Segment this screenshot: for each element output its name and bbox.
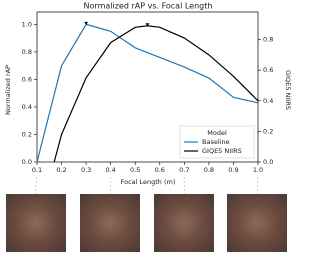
y-tick-label: 0.6 [22, 75, 32, 83]
x-tick-label: 0.8 [204, 166, 214, 174]
y2-tick-label: 0.8 [263, 36, 273, 44]
y2-tick-label: 0.0 [263, 158, 273, 166]
chart: Normalized rAP vs. Focal Length Focal Le… [4, 2, 292, 252]
legend-title: Model [207, 129, 227, 137]
y2-tick-label: 0.4 [263, 97, 273, 105]
y-axis-label: Normalized rAP [4, 65, 12, 115]
patch-links [34, 176, 259, 195]
x-tick-label: 1.0 [253, 166, 263, 174]
x-axis-label: Focal Length (m) [121, 178, 176, 186]
x-tick-label: 0.7 [179, 166, 189, 174]
y2-tick-label: 0.2 [263, 127, 273, 135]
y2-tick-label: 0.6 [263, 66, 273, 74]
y-tick-label: 0.0 [22, 158, 32, 166]
patch [6, 194, 66, 252]
chart-title: Normalized rAP vs. Focal Length [84, 2, 213, 11]
peak-marker [145, 23, 150, 27]
x-tick-label: 0.4 [105, 166, 115, 174]
patch [80, 194, 140, 252]
x-tick-label: 0.9 [228, 166, 238, 174]
patch [154, 194, 214, 252]
legend-label: GIQE5 NIIRS [202, 147, 242, 155]
peak-marker [84, 21, 89, 25]
y-tick-label: 0.2 [22, 130, 32, 138]
x-tick-label: 0.5 [130, 166, 140, 174]
image-patches [6, 194, 287, 252]
y-tick-label: 1.0 [22, 20, 32, 28]
x-tick-label: 0.6 [155, 166, 165, 174]
x-tick-label: 0.3 [81, 166, 91, 174]
y2-axis-label: GIQE5 NIIRS [284, 70, 292, 110]
x-tick-label: 0.1 [32, 166, 42, 174]
plot-frame [36, 11, 259, 163]
legend-label: Baseline [202, 138, 230, 146]
y-tick-label: 0.4 [22, 103, 32, 111]
x-tick-label: 0.2 [56, 166, 66, 174]
patch [227, 194, 287, 252]
series-line [36, 23, 259, 163]
y-tick-label: 0.8 [22, 48, 32, 56]
